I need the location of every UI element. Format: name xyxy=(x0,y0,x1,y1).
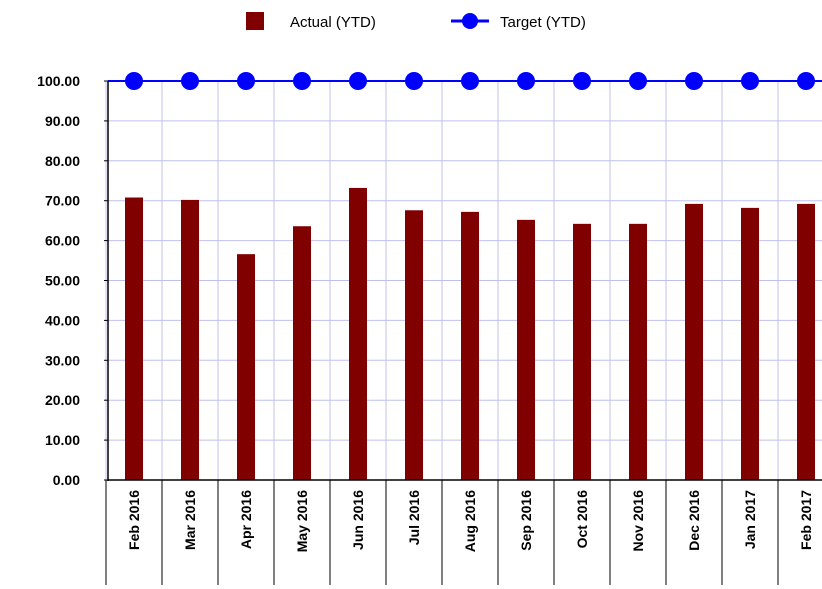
bar-actual-8 xyxy=(573,223,591,481)
x-tick-label: Jun 2016 xyxy=(350,490,366,550)
y-tick-label: 90.00 xyxy=(45,113,80,129)
y-tick-label: 20.00 xyxy=(45,392,80,408)
y-tick-labels: 0.00 10.00 20.00 30.00 40.00 50.00 60.00 70.00 8… xyxy=(37,73,80,488)
x-tick-labels: Feb 2016 Mar 2016 Apr 2016 May 2016 Jun 2016… xyxy=(126,490,814,552)
bar-actual-12 xyxy=(797,203,815,480)
bar-actual-9 xyxy=(629,223,647,481)
target-point-5 xyxy=(405,72,423,90)
x-tick-label: Oct 2016 xyxy=(574,490,590,549)
legend-swatch-actual xyxy=(246,12,264,30)
bars xyxy=(125,187,815,481)
target-point-0 xyxy=(125,72,143,90)
target-point-7 xyxy=(517,72,535,90)
x-tick-label: Mar 2016 xyxy=(182,490,198,550)
legend: Actual (YTD) Target (YTD) xyxy=(246,12,586,31)
bar-actual-2 xyxy=(237,254,255,480)
x-tick-label: Jul 2016 xyxy=(406,490,422,545)
y-tick-label: 10.00 xyxy=(45,432,80,448)
y-tick-label: 60.00 xyxy=(45,233,80,249)
axes xyxy=(104,80,822,585)
bar-actual-6 xyxy=(461,211,479,480)
target-point-10 xyxy=(685,72,703,90)
bar-actual-5 xyxy=(405,210,423,480)
bar-actual-10 xyxy=(685,203,703,480)
y-tick-label: 40.00 xyxy=(45,312,80,328)
target-point-6 xyxy=(461,72,479,90)
bar-actual-0 xyxy=(125,197,143,480)
x-tick-label: Jan 2017 xyxy=(742,490,758,549)
target-series xyxy=(108,72,822,90)
y-tick-label: 80.00 xyxy=(45,153,80,169)
x-tick-label: Feb 2016 xyxy=(126,490,142,550)
target-point-2 xyxy=(237,72,255,90)
bar-actual-4 xyxy=(349,187,367,480)
target-point-1 xyxy=(181,72,199,90)
target-point-12 xyxy=(797,72,815,90)
target-point-3 xyxy=(293,72,311,90)
x-tick-label: Nov 2016 xyxy=(630,490,646,552)
bar-actual-1 xyxy=(181,199,199,481)
x-tick-label: Dec 2016 xyxy=(686,490,702,551)
bar-actual-11 xyxy=(741,207,759,480)
legend-marker-target xyxy=(462,13,478,29)
target-point-8 xyxy=(573,72,591,90)
x-tick-label: May 2016 xyxy=(294,490,310,552)
y-tick-label: 100.00 xyxy=(37,73,80,89)
y-tick-label: 0.00 xyxy=(53,472,80,488)
legend-label-target: Target (YTD) xyxy=(500,14,586,31)
x-tick-label: Apr 2016 xyxy=(238,490,254,549)
target-point-4 xyxy=(349,72,367,90)
bar-actual-3 xyxy=(293,226,311,480)
target-point-11 xyxy=(741,72,759,90)
y-tick-label: 50.00 xyxy=(45,273,80,289)
legend-label-actual: Actual (YTD) xyxy=(290,14,376,31)
bar-actual-7 xyxy=(517,219,535,481)
x-tick-label: Sep 2016 xyxy=(518,490,534,551)
target-point-9 xyxy=(629,72,647,90)
y-tick-label: 30.00 xyxy=(45,352,80,368)
x-tick-label: Feb 2017 xyxy=(798,490,814,550)
x-tick-label: Aug 2016 xyxy=(462,490,478,552)
y-tick-label: 70.00 xyxy=(45,193,80,209)
